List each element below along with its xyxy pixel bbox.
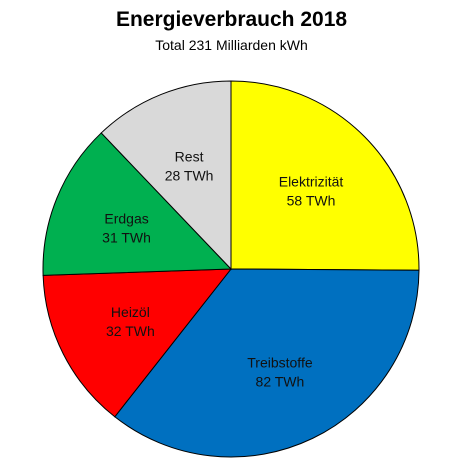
pie-slices [42, 80, 420, 458]
chart-subtitle: Total 231 Milliarden kWh [155, 37, 308, 53]
slice-label-1: Treibstoffe [247, 355, 313, 371]
slice-value-label-2: 32 TWh [106, 323, 155, 339]
slice-label-3: Erdgas [104, 210, 148, 226]
pie-slice-3 [42, 132, 233, 276]
pie-slice-4 [100, 80, 232, 271]
pie-slice-0 [230, 80, 420, 271]
slice-label-0: Elektrizität [279, 174, 344, 190]
slice-value-label-4: 28 TWh [165, 167, 214, 183]
pie-slice-1 [114, 268, 420, 458]
slice-label-2: Heizöl [111, 304, 150, 320]
slice-value-label-3: 31 TWh [102, 229, 151, 245]
chart-title: Energieverbrauch 2018 [115, 8, 348, 31]
pie-slice-2 [42, 268, 233, 418]
slice-label-4: Rest [175, 148, 204, 164]
pie-labels: Elektrizität 58 TWh Treibstoffe 82 TWh Heizö… [102, 148, 343, 389]
slice-value-label-0: 58 TWh [287, 193, 336, 209]
slice-value-label-1: 82 TWh [256, 374, 305, 390]
